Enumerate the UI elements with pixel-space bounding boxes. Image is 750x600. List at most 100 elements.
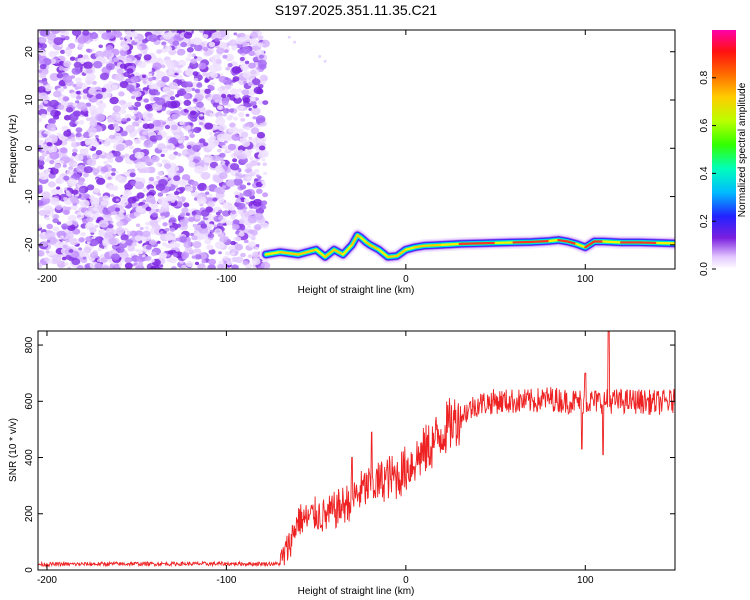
ridge-core [575,242,587,249]
noise-speckle [63,130,72,137]
noise-speckle [38,165,45,170]
noise-speckle [142,74,146,78]
noise-speckle [66,206,72,211]
noise-speckle [119,81,129,89]
noise-speckle [191,211,197,215]
noise-speckle [235,236,242,242]
noise-speckle [135,176,141,181]
noise-speckle [48,146,58,154]
noise-speckle [113,126,121,132]
noise-speckle [177,88,187,96]
noise-speckle [159,264,164,268]
noise-speckle [239,56,245,62]
noise-speckle [204,88,211,95]
noise-speckle [200,220,205,224]
noise-speckle [234,194,239,198]
noise-speckle [38,200,44,207]
noise-speckle [88,145,92,149]
noise-speckle [179,179,188,187]
noise-speckle [206,142,216,150]
noise-speckle [121,100,127,105]
colorbar-tick-label: 0.8 [699,70,710,84]
noise-speckle [164,96,170,101]
noise-speckle [172,40,180,46]
colorbar-label: Normalized spectral amplitude [737,82,748,217]
noise-speckle [88,105,97,112]
noise-speckle [175,134,181,139]
noise-speckle [121,44,130,51]
noise-speckle [257,42,264,48]
noise-speckle [223,113,227,117]
noise-speckle [213,31,222,39]
noise-speckle [148,73,153,77]
noise-speckle [208,85,215,91]
noise-speckle [219,152,226,158]
noise-speckle [230,240,236,246]
noise-speckle [250,100,257,106]
noise-speckle [217,115,223,120]
noise-speckle [58,66,65,71]
noise-speckle [166,253,171,257]
noise-speckle [86,57,90,61]
noise-speckle [236,152,242,156]
noise-speckle [137,53,143,58]
noise-speckle [91,240,99,246]
noise-speckle [208,41,216,48]
noise-speckle [181,252,190,259]
noise-speckle [126,230,131,234]
noise-speckle [261,158,266,162]
noise-speckle [82,256,87,260]
noise-speckle [207,232,215,239]
noise-speckle [47,181,56,188]
noise-speckle [183,93,191,100]
noise-speckle [243,239,249,244]
noise-speckle [85,68,93,74]
noise-speckle [134,38,139,43]
noise-speckle [41,151,48,157]
noise-speckle [62,66,69,72]
noise-speckle [72,202,78,206]
noise-speckle [198,62,207,70]
noise-speckle [62,75,73,83]
noise-speckle [49,160,55,165]
noise-speckle [202,46,209,52]
noise-speckle [145,245,152,250]
noise-speckle [45,137,53,144]
noise-speckle [244,60,250,65]
noise-speckle [129,172,136,178]
noise-speckle [224,49,229,53]
noise-speckle [208,223,214,228]
noise-speckle [245,168,251,173]
noise-speckle [100,166,109,173]
noise-speckle [171,165,180,172]
noise-speckle [142,167,151,174]
noise-speckle [134,101,142,108]
noise-speckle [192,37,203,46]
ridge-core [368,243,381,251]
noise-speckle [250,236,256,241]
noise-speckle [196,194,203,199]
noise-speckle [103,160,109,165]
noise-speckle [113,150,121,157]
noise-speckle [239,153,247,160]
noise-speckle [97,204,104,211]
noise-speckle [214,241,225,250]
noise-speckle [168,82,179,90]
noise-speckle [143,54,152,61]
noise-speckle [126,117,131,122]
noise-speckle [76,90,81,95]
noise-speckle [186,72,191,76]
noise-speckle [120,234,129,241]
ridge-core [359,236,368,244]
noise-speckle [231,248,237,254]
noise-speckle [142,130,149,136]
spectrogram-noise [38,30,327,269]
noise-speckle [248,229,254,234]
noise-speckle [118,91,125,97]
noise-speckle [147,123,155,129]
noise-speckle [212,154,221,162]
noise-speckle [185,212,190,216]
noise-speckle [146,112,154,118]
noise-speckle [38,185,43,191]
noise-speckle [218,233,225,238]
